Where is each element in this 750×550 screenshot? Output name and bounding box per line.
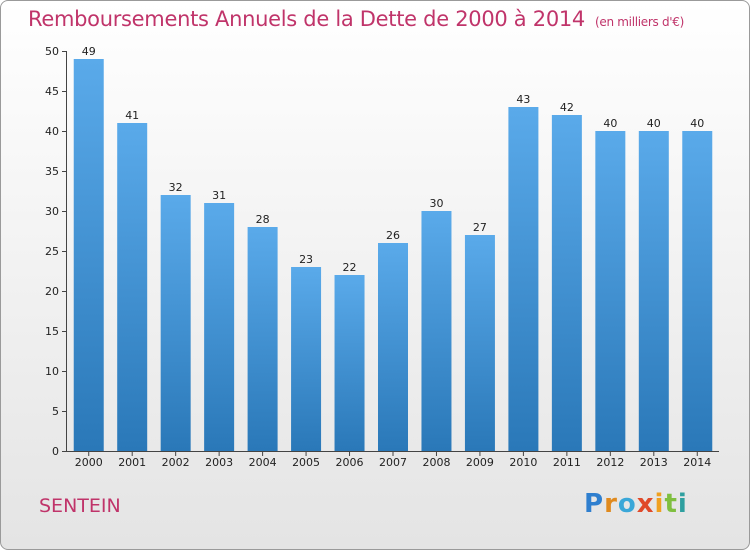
y-tick-label: 30	[45, 205, 59, 218]
data-label: 26	[386, 229, 400, 242]
logo-letter: P	[584, 489, 605, 519]
data-label: 40	[647, 117, 661, 130]
bar	[421, 211, 452, 451]
title-text: Remboursements Annuels de la Dette de 20…	[28, 7, 585, 31]
data-label: 43	[516, 93, 530, 106]
bar	[204, 203, 235, 451]
bar	[334, 275, 365, 451]
logo-letter: o	[617, 489, 637, 519]
y-tick-label: 10	[45, 365, 59, 378]
data-label: 23	[299, 253, 313, 266]
x-tick-label: 2002	[162, 456, 190, 469]
x-tick-label: 2013	[640, 456, 668, 469]
bar	[117, 123, 148, 451]
y-tick-label: 50	[45, 45, 59, 58]
data-label: 41	[125, 109, 139, 122]
y-tick-label: 40	[45, 125, 59, 138]
logo-letter: i	[654, 489, 665, 519]
bar	[595, 131, 626, 451]
chart-title: Remboursements Annuels de la Dette de 20…	[28, 7, 684, 31]
commune-name: SENTEIN	[39, 495, 121, 517]
x-tick-label: 2007	[379, 456, 407, 469]
unit-note: (en milliers d'€)	[595, 15, 685, 29]
logo-letter: i	[677, 489, 688, 519]
data-label: 40	[603, 117, 617, 130]
data-label: 22	[343, 261, 357, 274]
logo-letter: x	[636, 489, 655, 519]
x-tick-label: 2012	[596, 456, 624, 469]
bar	[508, 107, 539, 451]
x-tick-label: 2006	[336, 456, 364, 469]
x-tick-label: 2004	[249, 456, 277, 469]
x-tick-label: 2010	[509, 456, 537, 469]
data-label: 32	[169, 181, 183, 194]
x-tick-label: 2003	[205, 456, 233, 469]
x-tick-label: 2005	[292, 456, 320, 469]
bar	[247, 227, 278, 451]
bar	[551, 115, 582, 451]
bar	[291, 267, 322, 451]
logo-letter: t	[664, 489, 678, 519]
data-label: 31	[212, 189, 226, 202]
x-tick-label: 2014	[683, 456, 711, 469]
bar	[378, 243, 408, 451]
logo-letter: r	[604, 489, 618, 519]
bar	[638, 131, 669, 451]
bar	[682, 131, 713, 451]
data-label: 40	[690, 117, 704, 130]
data-label: 28	[256, 213, 270, 226]
bar	[73, 59, 104, 451]
x-tick-label: 2008	[422, 456, 450, 469]
x-tick-label: 2009	[466, 456, 494, 469]
y-tick-label: 45	[45, 85, 59, 98]
data-label: 49	[82, 45, 96, 58]
x-tick-label: 2001	[118, 456, 146, 469]
y-tick-label: 20	[45, 285, 59, 298]
bar	[160, 195, 191, 451]
y-tick-label: 25	[45, 245, 59, 258]
y-tick-label: 15	[45, 325, 59, 338]
x-tick-label: 2011	[553, 456, 581, 469]
data-label: 27	[473, 221, 487, 234]
x-tick-label: 2000	[75, 456, 103, 469]
y-tick-label: 5	[52, 405, 59, 418]
y-tick-label: 35	[45, 165, 59, 178]
proxiti-logo: Proxiti	[584, 489, 688, 519]
bar	[464, 235, 495, 451]
y-tick-label: 0	[52, 445, 59, 458]
data-label: 30	[429, 197, 443, 210]
data-label: 42	[560, 101, 574, 114]
